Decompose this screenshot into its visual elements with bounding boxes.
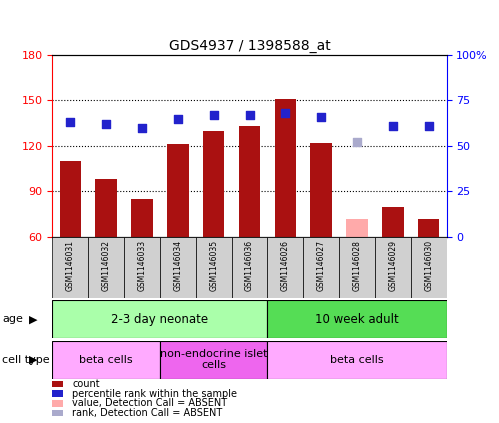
Text: 10 week adult: 10 week adult bbox=[315, 313, 399, 326]
Text: GSM1146027: GSM1146027 bbox=[317, 240, 326, 291]
Bar bbox=[346, 219, 368, 237]
Bar bbox=[382, 206, 404, 237]
Bar bbox=[267, 237, 303, 298]
Bar bbox=[375, 237, 411, 298]
Point bbox=[66, 119, 74, 126]
Bar bbox=[310, 143, 332, 237]
Title: GDS4937 / 1398588_at: GDS4937 / 1398588_at bbox=[169, 38, 330, 52]
Text: beta cells: beta cells bbox=[79, 354, 133, 365]
Bar bbox=[160, 237, 196, 298]
Point bbox=[246, 112, 253, 118]
Point bbox=[317, 113, 325, 120]
Bar bbox=[267, 300, 447, 338]
Text: GSM1146032: GSM1146032 bbox=[102, 240, 111, 291]
Point bbox=[174, 115, 182, 122]
Bar bbox=[167, 144, 189, 237]
Point bbox=[425, 123, 433, 129]
Bar bbox=[267, 341, 447, 379]
Text: GSM1146028: GSM1146028 bbox=[352, 240, 361, 291]
Text: cell type: cell type bbox=[2, 354, 50, 365]
Text: ▶: ▶ bbox=[29, 354, 37, 365]
Text: GSM1146026: GSM1146026 bbox=[281, 240, 290, 291]
Text: count: count bbox=[72, 379, 100, 389]
Text: GSM1146033: GSM1146033 bbox=[138, 240, 147, 291]
Text: GSM1146034: GSM1146034 bbox=[173, 240, 182, 291]
Bar bbox=[418, 219, 440, 237]
Point bbox=[102, 121, 110, 127]
Text: GSM1146031: GSM1146031 bbox=[66, 240, 75, 291]
Bar bbox=[239, 126, 260, 237]
Bar bbox=[95, 179, 117, 237]
Text: age: age bbox=[2, 314, 23, 324]
Bar bbox=[411, 237, 447, 298]
Bar bbox=[52, 237, 88, 298]
Point bbox=[389, 123, 397, 129]
Bar bbox=[339, 237, 375, 298]
Point bbox=[281, 110, 289, 117]
Bar bbox=[52, 341, 160, 379]
Bar bbox=[160, 341, 267, 379]
Bar bbox=[303, 237, 339, 298]
Bar bbox=[131, 199, 153, 237]
Text: ▶: ▶ bbox=[29, 314, 37, 324]
Text: beta cells: beta cells bbox=[330, 354, 384, 365]
Text: 2-3 day neonate: 2-3 day neonate bbox=[111, 313, 209, 326]
Text: value, Detection Call = ABSENT: value, Detection Call = ABSENT bbox=[72, 398, 228, 408]
Bar bbox=[88, 237, 124, 298]
Bar bbox=[196, 237, 232, 298]
Text: rank, Detection Call = ABSENT: rank, Detection Call = ABSENT bbox=[72, 408, 223, 418]
Bar bbox=[232, 237, 267, 298]
Bar bbox=[124, 237, 160, 298]
Text: GSM1146036: GSM1146036 bbox=[245, 240, 254, 291]
Bar bbox=[274, 99, 296, 237]
Text: non-endocrine islet
cells: non-endocrine islet cells bbox=[160, 349, 267, 371]
Point bbox=[138, 124, 146, 131]
Text: GSM1146035: GSM1146035 bbox=[209, 240, 218, 291]
Point bbox=[210, 112, 218, 118]
Bar bbox=[59, 161, 81, 237]
Text: GSM1146030: GSM1146030 bbox=[424, 240, 433, 291]
Bar bbox=[52, 300, 267, 338]
Text: percentile rank within the sample: percentile rank within the sample bbox=[72, 389, 238, 398]
Bar bbox=[203, 131, 225, 237]
Text: GSM1146029: GSM1146029 bbox=[388, 240, 397, 291]
Point bbox=[353, 139, 361, 146]
